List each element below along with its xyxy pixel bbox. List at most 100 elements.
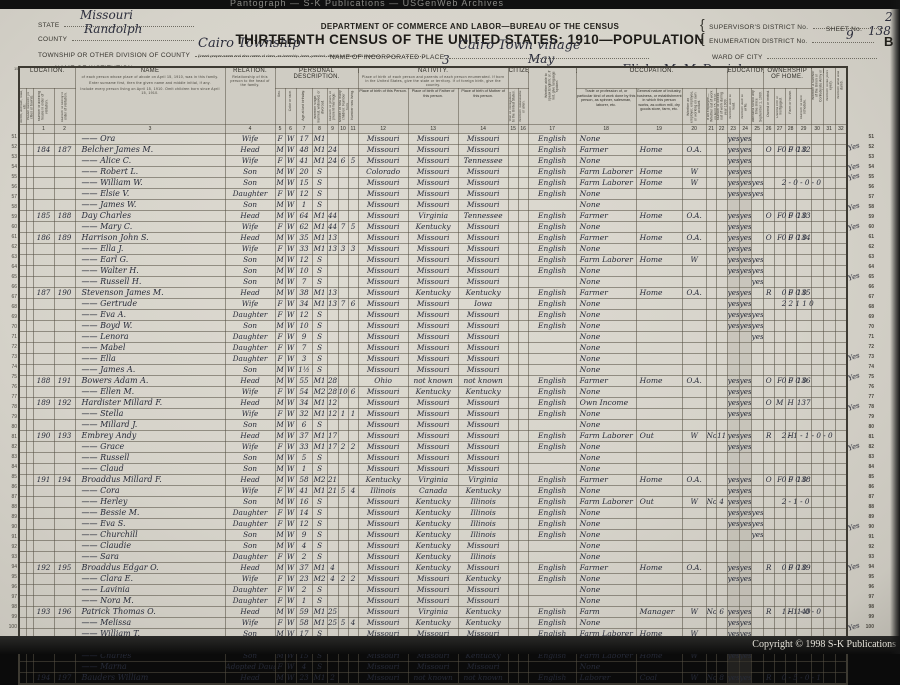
- cell-wk: [715, 232, 728, 245]
- cell-ym: [326, 463, 339, 476]
- cell-fr: [773, 276, 786, 289]
- cell-oc: None: [575, 155, 637, 168]
- cell-lg: English: [527, 265, 577, 278]
- cell-bp: Kentucky: [357, 474, 409, 487]
- cell-dw: [32, 199, 55, 212]
- cell-lg: English: [527, 529, 577, 542]
- cell-ow: [705, 166, 717, 179]
- cell-wr: yes: [738, 155, 752, 168]
- cell-bl: [822, 243, 836, 256]
- cell-fn: [795, 485, 812, 498]
- cell-bp: Missouri: [357, 661, 409, 674]
- cell-cb: [337, 606, 349, 619]
- cell-ag: 1: [295, 463, 313, 476]
- cell-lg: English: [527, 287, 577, 300]
- cell-nm: —— Gertrude: [74, 298, 226, 311]
- cell-fh: [784, 166, 797, 179]
- column-number: 23: [726, 124, 740, 135]
- cell-mb: Missouri: [457, 463, 509, 476]
- cell-ms: M2: [311, 386, 328, 399]
- cell-cb: [337, 463, 349, 476]
- cell-fm: 195: [53, 562, 76, 575]
- cell-fh: [784, 573, 797, 586]
- cell-im: [507, 254, 519, 267]
- cell-im: [507, 408, 519, 421]
- table-row: 188 191 Bowers Adam A. Head M W 55 M1 28 Ohio not …: [18, 375, 848, 388]
- cell-dw: [32, 331, 55, 344]
- cell-im: [507, 606, 519, 619]
- cell-dw: 192: [32, 562, 55, 575]
- cell-tl: [810, 155, 824, 168]
- cell-sc: [750, 298, 764, 311]
- cell-rd: yes: [726, 375, 740, 388]
- cell-em: [681, 298, 707, 311]
- column-number: 18: [575, 124, 637, 135]
- cell-ym: [326, 595, 339, 608]
- line-number-right: 79: [868, 414, 874, 420]
- cell-cl: [347, 540, 359, 553]
- cell-fr: [773, 485, 786, 498]
- cell-cb: [337, 595, 349, 608]
- cell-oc: None: [575, 353, 637, 366]
- age-subheader: Age at last birthday.: [295, 88, 313, 126]
- line-number-right: 70: [868, 324, 874, 330]
- cell-wk: [715, 166, 728, 179]
- cell-sc: [750, 386, 764, 399]
- cell-rel: Son: [224, 529, 276, 542]
- cell-sx: F: [274, 133, 286, 146]
- cell-hn: [25, 133, 34, 146]
- cell-bp: Missouri: [357, 408, 409, 421]
- cell-tl: [810, 441, 824, 454]
- cell-fm: 187: [53, 144, 76, 157]
- cell-st: [18, 386, 27, 399]
- cell-im: [507, 672, 519, 685]
- cell-fh: [784, 507, 797, 520]
- cell-lg: English: [527, 221, 577, 234]
- line-number-right: 59: [868, 214, 874, 220]
- cell-mb: Iowa: [457, 298, 509, 311]
- cell-cb: 7: [337, 221, 349, 234]
- cell-hn: [25, 320, 34, 333]
- cell-fn: [795, 595, 812, 608]
- cell-fh: [784, 309, 797, 322]
- line-number: 87: [11, 494, 17, 500]
- cell-wr: yes: [738, 672, 752, 685]
- cell-mb: Illinois: [457, 551, 509, 564]
- cell-fb: Missouri: [407, 166, 459, 179]
- cell-mb: Missouri: [457, 661, 509, 674]
- township-label: TOWNSHIP OR OTHER DIVISION OF COUNTY: [38, 52, 191, 59]
- cell-cl: [347, 430, 359, 443]
- cell-nt: [517, 287, 529, 300]
- cell-fb: Missouri: [407, 243, 459, 256]
- cell-sc: yes: [750, 265, 764, 278]
- cell-nt: [517, 430, 529, 443]
- cell-lg: English: [527, 133, 577, 146]
- cell-bp: Missouri: [357, 276, 409, 289]
- cell-ow: [705, 320, 717, 333]
- cell-cb: [337, 562, 349, 575]
- cell-cl: [347, 309, 359, 322]
- cell-st: [18, 419, 27, 432]
- cell-rc: W: [284, 265, 297, 278]
- table-row: 189 192 Hardister Millard F. Head M W 34 M1 12 Mi…: [18, 397, 848, 410]
- cell-dw: 184: [32, 144, 55, 157]
- cell-dw: [32, 177, 55, 190]
- line-number-right: 86: [868, 484, 874, 490]
- cell-lg: [527, 419, 577, 432]
- cell-rel: Son: [224, 540, 276, 553]
- cell-ms: M1: [311, 606, 328, 619]
- cell-df: [834, 485, 848, 498]
- township-value: Cairo Township: [198, 36, 301, 51]
- cell-fr: [773, 419, 786, 432]
- cell-ind: Out: [635, 496, 683, 509]
- cell-fn: [795, 309, 812, 322]
- cell-tl: [810, 243, 824, 256]
- cell-ind: [635, 617, 683, 630]
- cell-mb: Kentucky: [457, 287, 509, 300]
- cell-em: [681, 155, 707, 168]
- cell-tl: [810, 364, 824, 377]
- cell-cl: 6: [347, 298, 359, 311]
- cell-lg: [527, 584, 577, 597]
- cell-cl: [347, 177, 359, 190]
- cell-rel: Head: [224, 606, 276, 619]
